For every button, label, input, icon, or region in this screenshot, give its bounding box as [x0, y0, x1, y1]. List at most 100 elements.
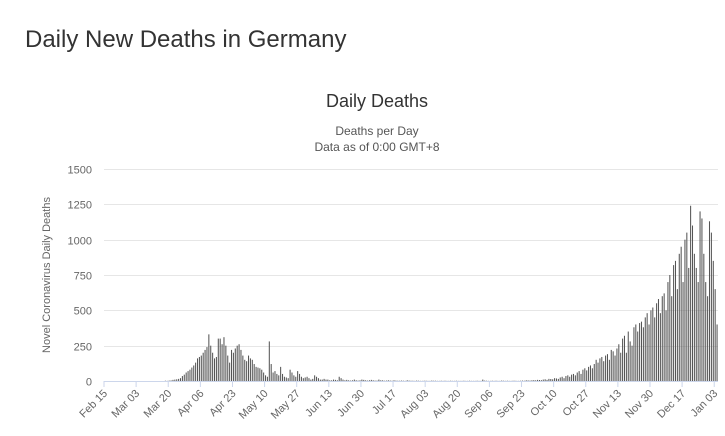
bar: [265, 375, 267, 381]
bar: [312, 378, 314, 381]
x-tick-label: Feb 15: [77, 388, 110, 421]
bar: [287, 378, 289, 381]
bar: [678, 253, 680, 381]
x-tick-label: Jun 30: [335, 388, 367, 420]
bar: [208, 334, 210, 381]
bar: [591, 368, 593, 381]
x-tick-label: Mar 03: [110, 388, 143, 421]
bar: [707, 296, 709, 381]
bar: [346, 379, 348, 381]
bar: [512, 380, 514, 382]
bar: [533, 380, 535, 381]
bar: [671, 296, 673, 381]
bar: [444, 380, 446, 382]
bar: [606, 354, 608, 381]
bar: [529, 380, 531, 382]
bar: [691, 225, 694, 381]
bar: [215, 356, 217, 381]
bar: [531, 380, 533, 381]
bar: [257, 367, 259, 381]
bar: [306, 376, 308, 381]
bar: [270, 364, 272, 381]
bar: [554, 378, 556, 381]
bar: [195, 362, 197, 381]
bar: [316, 376, 318, 381]
bar: [605, 355, 607, 381]
bar: [365, 380, 367, 381]
bar: [319, 379, 321, 381]
x-tick-label: May 10: [237, 388, 271, 422]
bar: [261, 369, 263, 381]
bar: [385, 380, 387, 382]
bar: [701, 218, 703, 381]
bar: [416, 380, 418, 382]
bar: [204, 349, 206, 381]
bar: [170, 380, 172, 381]
y-tick-label: 500: [74, 306, 92, 318]
bar: [525, 380, 527, 381]
bar: [225, 345, 227, 381]
bar: [340, 378, 342, 381]
bar: [555, 378, 557, 381]
bar: [618, 344, 620, 381]
x-tick-label: Apr 23: [207, 388, 238, 419]
bar: [308, 378, 310, 381]
bar: [425, 380, 427, 382]
bar: [688, 267, 690, 381]
bar: [423, 380, 425, 382]
bar: [644, 317, 646, 381]
bar: [469, 380, 471, 382]
bar: [178, 378, 180, 381]
bar: [185, 372, 187, 381]
bar: [661, 296, 663, 381]
bar: [191, 367, 193, 381]
bar: [183, 374, 185, 381]
bar: [580, 373, 582, 381]
bar: [535, 380, 537, 381]
y-axis-ticks: 0 250 500 750 1000 1250 1500: [68, 165, 92, 389]
bar: [520, 380, 522, 382]
bar: [391, 380, 393, 382]
bar: [676, 289, 678, 381]
bar: [353, 379, 355, 381]
bar: [455, 380, 457, 382]
bar: [450, 380, 452, 382]
bar: [238, 344, 240, 381]
bar: [712, 260, 714, 381]
bar: [164, 380, 166, 382]
bar: [612, 351, 614, 381]
bar: [299, 373, 301, 381]
bar: [616, 348, 618, 381]
bar: [690, 205, 692, 381]
bar: [193, 365, 195, 381]
bar: [359, 380, 361, 381]
bar: [699, 211, 701, 381]
bar: [333, 379, 335, 381]
bar: [291, 372, 293, 381]
bar: [629, 341, 631, 381]
bar: [197, 358, 199, 381]
bar: [387, 380, 389, 381]
y-tick-label: 0: [86, 377, 92, 389]
bar: [272, 372, 274, 381]
bar: [351, 380, 353, 381]
bar: [552, 379, 554, 381]
bar: [576, 372, 578, 381]
bar: [355, 380, 357, 381]
chart-title: Daily Deaths: [326, 91, 428, 111]
bar-series: [164, 205, 718, 382]
bar: [412, 380, 414, 382]
bar: [314, 375, 316, 381]
bar: [503, 380, 505, 382]
bar: [622, 338, 624, 381]
bar: [223, 337, 225, 381]
bar: [527, 380, 529, 381]
bar: [280, 366, 282, 381]
bar: [282, 373, 284, 381]
gridlines: [104, 169, 718, 347]
x-tick-label: Sep 23: [494, 388, 527, 421]
bar: [266, 376, 268, 381]
bar: [278, 375, 280, 381]
y-tick-label: 1250: [68, 200, 92, 212]
